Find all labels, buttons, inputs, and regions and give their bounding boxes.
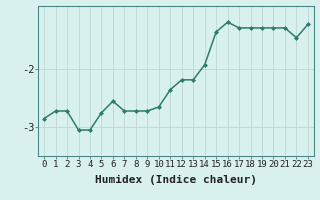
X-axis label: Humidex (Indice chaleur): Humidex (Indice chaleur): [95, 175, 257, 185]
